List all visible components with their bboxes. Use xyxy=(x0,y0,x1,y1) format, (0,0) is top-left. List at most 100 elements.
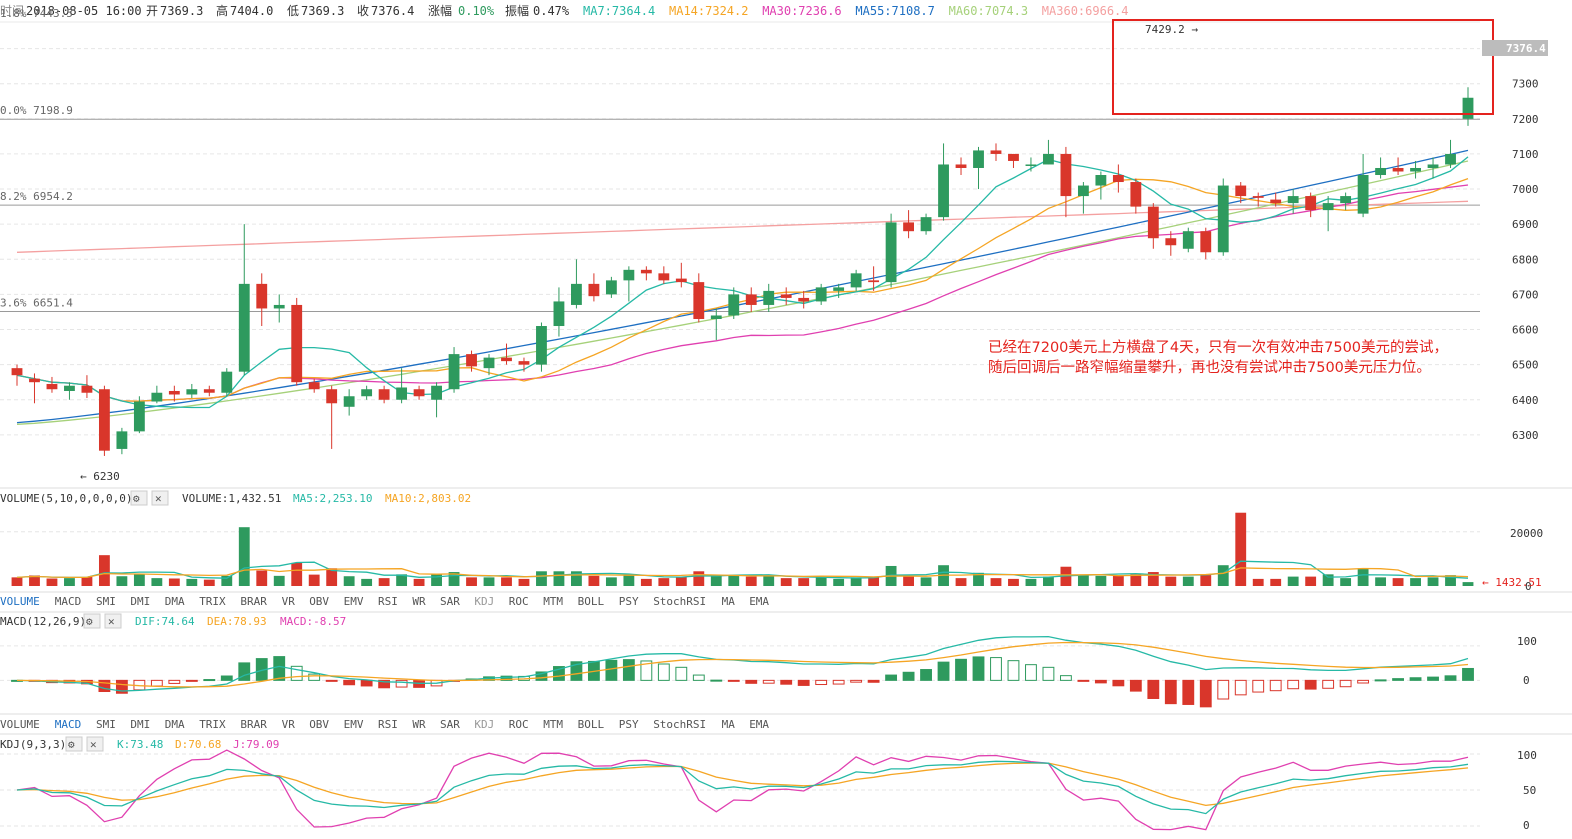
tab-sar[interactable]: SAR xyxy=(440,718,460,731)
volume-bar-43 xyxy=(763,575,775,586)
volume-bar-0 xyxy=(11,577,23,586)
tab-emv[interactable]: EMV xyxy=(344,718,364,731)
candle-40 xyxy=(710,308,722,341)
tab-dma[interactable]: DMA xyxy=(165,718,185,731)
header-ma-3: MA55:7108.7 xyxy=(855,4,934,18)
macd-bar-45 xyxy=(797,679,810,686)
tab-volume[interactable]: VOLUME xyxy=(0,595,40,608)
tab-obv[interactable]: OBV xyxy=(309,595,329,608)
macd-bar-18 xyxy=(325,679,338,682)
tab-sar[interactable]: SAR xyxy=(440,595,460,608)
tab-brar[interactable]: BRAR xyxy=(240,595,267,608)
tab-trix[interactable]: TRIX xyxy=(199,595,226,608)
current-price-value: 7376.4 xyxy=(1506,42,1546,55)
tab-psy[interactable]: PSY xyxy=(619,595,639,608)
candle-63 xyxy=(1112,164,1124,193)
macd-settings-icon[interactable]: ⚙ xyxy=(83,613,101,629)
tab-kdj[interactable]: KDJ xyxy=(474,595,494,608)
volume-bar-76 xyxy=(1340,578,1352,586)
volume-bar-30 xyxy=(536,571,547,586)
volume-axis-zero: 0 xyxy=(1525,580,1532,593)
kdj-chart xyxy=(0,749,1480,831)
macd-bar-5 xyxy=(98,679,111,693)
tab-dma[interactable]: DMA xyxy=(165,595,185,608)
tab-mtm[interactable]: MTM xyxy=(543,718,563,731)
tab-brar[interactable]: BRAR xyxy=(240,718,267,731)
macd-bar-71 xyxy=(1252,679,1265,693)
candle-78 xyxy=(1375,157,1387,179)
volume-ma10-line xyxy=(16,567,1469,579)
candle-3 xyxy=(64,382,75,400)
tab-emv[interactable]: EMV xyxy=(344,595,364,608)
tab-rsi[interactable]: RSI xyxy=(378,718,398,731)
volume-bar-31 xyxy=(553,571,565,586)
candle-50 xyxy=(885,213,897,288)
macd-bar-54 xyxy=(955,658,967,681)
macd-bar-60 xyxy=(1059,675,1072,681)
candle-14 xyxy=(256,273,268,327)
candle-28 xyxy=(501,343,512,365)
tab-rsi[interactable]: RSI xyxy=(378,595,398,608)
tab-volume[interactable]: VOLUME xyxy=(0,718,40,731)
tab-mtm[interactable]: MTM xyxy=(543,595,563,608)
macd-close-icon[interactable]: ✕ xyxy=(104,613,122,629)
volume-bar-45 xyxy=(798,578,810,586)
macd-chart xyxy=(0,635,1480,708)
macd-bar-40 xyxy=(710,679,723,682)
tab-dmi[interactable]: DMI xyxy=(130,718,150,731)
tab-boll[interactable]: BOLL xyxy=(578,595,605,608)
tab-trix[interactable]: TRIX xyxy=(199,718,226,731)
price-tick-9: 6500 xyxy=(1512,359,1539,372)
kdj-settings-icon[interactable]: ⚙ xyxy=(65,736,83,752)
tab-wr[interactable]: WR xyxy=(412,718,426,731)
volume-settings-icon[interactable]: ⚙ xyxy=(130,490,148,506)
kdj-k-line xyxy=(16,760,1469,815)
macd-bar-56 xyxy=(990,657,1002,681)
kdj-close-icon[interactable]: ✕ xyxy=(86,736,104,752)
tab-wr[interactable]: WR xyxy=(412,595,426,608)
high-marker: 7429.2 → xyxy=(1145,23,1198,36)
tab-roc[interactable]: ROC xyxy=(509,718,529,731)
tab-roc[interactable]: ROC xyxy=(509,595,529,608)
tab-obv[interactable]: OBV xyxy=(309,718,329,731)
candle-73 xyxy=(1287,189,1299,214)
header-change-label: 涨幅 xyxy=(428,3,452,18)
macd-bar-61 xyxy=(1077,679,1090,682)
volume-bar-69 xyxy=(1217,565,1229,586)
volume-bar-44 xyxy=(780,578,792,586)
tab-stochrsi[interactable]: StochRSI xyxy=(653,718,706,731)
candle-72 xyxy=(1270,192,1282,207)
price-tick-5: 6900 xyxy=(1512,218,1539,231)
tab-macd[interactable]: MACD xyxy=(55,595,82,608)
volume-bar-73 xyxy=(1287,576,1299,586)
volume-bar-9 xyxy=(168,578,180,586)
header-high: 7404.0 xyxy=(230,4,273,18)
tab-smi[interactable]: SMI xyxy=(96,718,116,731)
tab-boll[interactable]: BOLL xyxy=(578,718,605,731)
tab-ma[interactable]: MA xyxy=(722,718,736,731)
volume-bar-20 xyxy=(361,578,373,586)
tab-ema[interactable]: EMA xyxy=(749,595,769,608)
candle-81 xyxy=(1427,157,1439,179)
tab-vr[interactable]: VR xyxy=(282,718,296,731)
kdj-k: K:73.48 xyxy=(117,738,163,751)
tab-kdj[interactable]: KDJ xyxy=(474,718,494,731)
tab-smi[interactable]: SMI xyxy=(96,595,116,608)
volume-close-icon[interactable]: ✕ xyxy=(151,490,169,506)
tab-ma[interactable]: MA xyxy=(722,595,736,608)
tab-vr[interactable]: VR xyxy=(282,595,296,608)
tab-stochrsi[interactable]: StochRSI xyxy=(653,595,706,608)
volume-axis-tick: 20000 xyxy=(1510,527,1543,540)
macd-bar-28 xyxy=(500,675,513,681)
volume-bar-2 xyxy=(46,578,58,586)
candle-62 xyxy=(1095,171,1107,200)
tab-ema[interactable]: EMA xyxy=(749,718,769,731)
macd-bar-37 xyxy=(657,663,670,681)
candle-56 xyxy=(990,143,1002,161)
tab-macd[interactable]: MACD xyxy=(55,718,82,731)
tab-psy[interactable]: PSY xyxy=(619,718,639,731)
price-tick-10: 6400 xyxy=(1512,394,1539,407)
tab-dmi[interactable]: DMI xyxy=(130,595,150,608)
candle-11 xyxy=(203,385,215,397)
